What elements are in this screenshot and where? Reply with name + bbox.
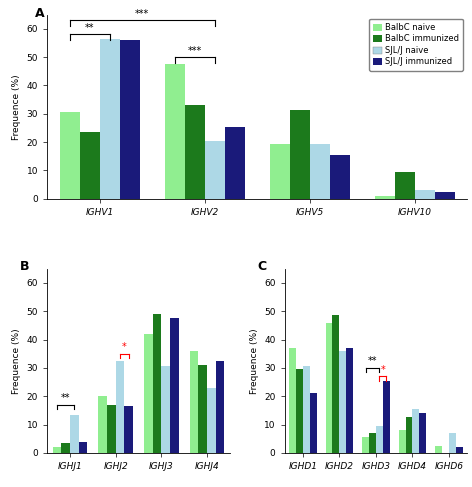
Text: C: C [257,260,266,273]
Text: **: ** [368,356,377,367]
Bar [225,127,244,199]
Bar [435,446,442,453]
Bar [207,388,216,453]
Bar [330,155,350,199]
Bar [420,413,426,453]
Text: ***: *** [135,9,149,19]
Bar [413,409,420,453]
Y-axis label: Frequence (%): Frequence (%) [250,328,259,393]
Text: B: B [20,260,29,273]
Text: A: A [34,7,44,20]
Bar [303,367,310,453]
Bar [60,112,80,199]
Bar [375,196,395,199]
Bar [383,381,390,453]
Bar [326,322,332,453]
Bar [290,110,310,199]
Bar [216,361,224,453]
Bar [449,433,456,453]
Bar [70,414,79,453]
Bar [107,405,116,453]
Bar [399,430,405,453]
Bar [405,417,413,453]
Bar [376,426,383,453]
Bar [144,334,152,453]
Bar [435,192,455,199]
Bar [100,38,120,199]
Bar [61,443,70,453]
Bar [289,348,296,453]
Bar [185,105,205,199]
Bar [124,406,133,453]
Bar [161,367,170,453]
Bar [332,316,339,453]
Text: *: * [380,365,385,375]
Bar [198,365,207,453]
Bar [116,361,124,453]
Y-axis label: Frequence (%): Frequence (%) [12,328,21,393]
Bar [456,447,463,453]
Bar [296,369,303,453]
Legend: BalbC naive, BalbC immunized, SJL/J naive, SJL/J immunized: BalbC naive, BalbC immunized, SJL/J naiv… [369,19,463,71]
Bar [98,396,107,453]
Bar [270,144,290,199]
Bar [190,351,198,453]
Bar [205,141,225,199]
Bar [170,318,179,453]
Bar [79,442,87,453]
Bar [415,190,435,199]
Bar [362,437,369,453]
Bar [395,172,415,199]
Text: *: * [122,342,127,352]
Bar [310,144,330,199]
Bar [53,447,61,453]
Text: ***: *** [188,46,202,56]
Bar [369,433,376,453]
Text: **: ** [61,393,70,403]
Text: **: ** [85,23,94,33]
Y-axis label: Frequence (%): Frequence (%) [12,74,21,139]
Bar [339,351,346,453]
Bar [152,314,161,453]
Bar [120,40,140,199]
Bar [310,393,317,453]
Bar [346,348,354,453]
Bar [80,132,100,199]
Bar [165,64,185,199]
